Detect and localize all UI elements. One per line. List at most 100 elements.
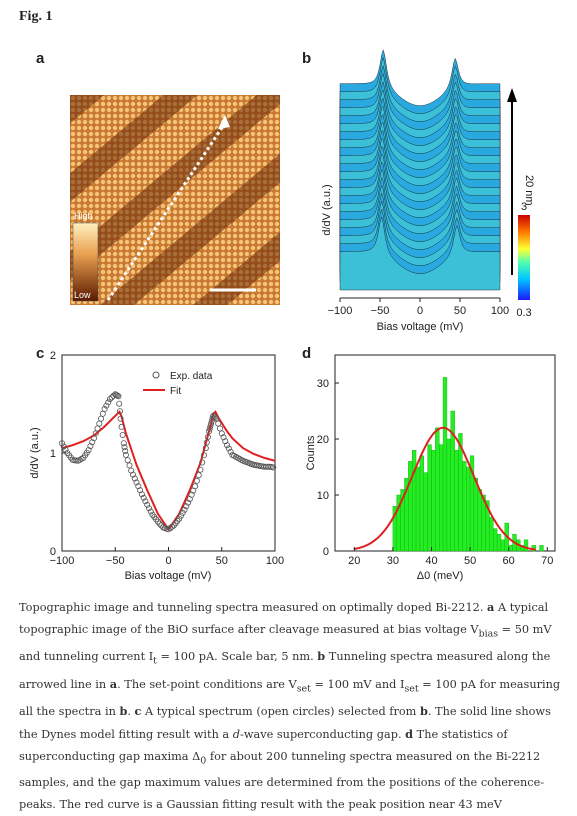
histogram-bar xyxy=(446,438,451,552)
panel-a-topography: High Low xyxy=(70,95,280,305)
histogram-bar xyxy=(427,444,432,552)
exp-data-point xyxy=(103,402,110,409)
exp-data-point xyxy=(117,415,124,422)
d-xtick-label: 30 xyxy=(387,555,399,567)
panel-a-letter: a xyxy=(36,50,45,67)
caption-b-ref-b: b xyxy=(119,703,128,718)
c-ytick-label: 0 xyxy=(50,546,56,558)
exp-data-point xyxy=(87,443,94,450)
exp-data-point xyxy=(197,466,204,473)
histogram-bar xyxy=(423,472,428,552)
panel-b-ylabel: d/dV (a.u.) xyxy=(321,184,333,235)
exp-data-point xyxy=(183,503,190,510)
histogram-bar xyxy=(496,533,502,552)
d-xtick-label: 40 xyxy=(425,555,437,567)
exp-data-point xyxy=(156,520,163,527)
legend-fit-label: Fit xyxy=(170,386,181,397)
exp-data-point xyxy=(176,515,183,522)
exp-data-point xyxy=(202,445,209,452)
panel-b-letter: b xyxy=(302,50,312,67)
histogram-bar xyxy=(439,444,444,552)
caption-b-text3: = 100 mV and I xyxy=(310,677,405,691)
caption-c-dwave: d xyxy=(232,727,240,741)
panel-c-xlabel: Bias voltage (mV) xyxy=(125,570,212,582)
caption-b-text: Tunneling spectra measured along the arr… xyxy=(19,650,551,691)
panel-b-waterfall: −100 −50 0 50 100 Bias voltage (mV) d/dV (a.… xyxy=(321,49,535,333)
panel-b-xlabel: Bias voltage (mV) xyxy=(377,321,464,333)
panel-d-xlabel: Δ0 (meV) xyxy=(417,570,463,582)
caption-d-text: The statistics of superconducting gap ma… xyxy=(19,727,508,763)
caption-c-ref-b: b xyxy=(419,703,428,718)
exp-data-point xyxy=(168,523,175,530)
histogram-bar xyxy=(508,545,513,552)
exp-data-point xyxy=(135,483,142,490)
exp-data-point xyxy=(193,477,200,484)
panel-c-chart: −100 −50 0 50 100 0 1 2 Exp. data Fit Bias volt… xyxy=(29,350,284,582)
exp-data-point xyxy=(181,506,188,513)
exp-data-point xyxy=(215,420,222,427)
d-xtick-label: 70 xyxy=(541,555,553,567)
exp-data-point xyxy=(184,499,191,506)
b-xtick-label: 50 xyxy=(454,305,466,317)
exp-data-point xyxy=(140,494,147,501)
exp-data-point xyxy=(98,415,105,422)
caption-d-ref: d xyxy=(405,726,414,741)
colorbar-low-label: Low xyxy=(74,290,91,300)
panel-c-ylabel: d/dV (a.u.) xyxy=(29,427,41,478)
d-ytick-label: 20 xyxy=(317,434,329,446)
exp-data-point xyxy=(59,440,66,447)
caption-b-text5: . xyxy=(127,704,131,718)
histogram-bar xyxy=(419,455,424,552)
caption-title: Topographic image and tunneling spectra … xyxy=(19,601,484,614)
exp-data-point xyxy=(118,423,125,430)
panel-d-histogram: 20 30 40 50 60 70 0 10 20 30 Δ0 (meV) Counts xyxy=(305,354,556,582)
fit-curve xyxy=(61,410,276,532)
exp-data-point xyxy=(89,439,96,446)
c-xtick-label: 50 xyxy=(216,555,228,567)
d-xtick-label: 50 xyxy=(464,555,476,567)
c-xtick-label: 100 xyxy=(266,555,284,567)
exp-data-point xyxy=(179,509,186,516)
histogram-bar xyxy=(442,377,448,552)
exp-data-point xyxy=(218,430,225,437)
exp-data-point xyxy=(137,487,144,494)
b-xtick-label: 100 xyxy=(491,305,509,317)
figure-caption: Topographic image and tunneling spectra … xyxy=(19,596,565,816)
caption-iset-sub: set xyxy=(404,682,419,694)
exp-data-point xyxy=(192,483,199,490)
panel-d-letter: d xyxy=(302,345,312,362)
histogram-bar xyxy=(489,517,494,552)
exp-data-point xyxy=(227,448,234,455)
caption-c-text: A typical spectrum (open circles) select… xyxy=(145,704,420,718)
panel-b-colorbar-max: 3 xyxy=(521,201,527,213)
exp-data-point xyxy=(85,447,92,454)
exp-data-point xyxy=(114,392,121,399)
exp-data-point xyxy=(142,498,149,505)
histogram-bar xyxy=(435,427,440,552)
exp-data-point xyxy=(122,452,129,459)
exp-data-point xyxy=(62,446,69,453)
exp-data-point xyxy=(99,410,106,417)
exp-data-point xyxy=(106,396,113,403)
exp-data-point xyxy=(222,438,229,445)
histogram-bar xyxy=(411,449,417,552)
exp-data-point xyxy=(203,439,210,446)
exp-data-point xyxy=(200,452,207,459)
caption-a-ref: a xyxy=(487,600,495,614)
b-xtick-label: −100 xyxy=(328,305,353,317)
caption-c-text2: . The solid line shows the Dynes model f… xyxy=(19,704,551,741)
exp-data-point xyxy=(122,448,129,455)
exp-data-point xyxy=(105,399,112,406)
histogram-bar xyxy=(466,466,471,552)
exp-data-point xyxy=(147,508,154,515)
exp-data-point xyxy=(131,475,138,482)
legend-exp-label: Exp. data xyxy=(170,371,213,382)
caption-vbias-sub: bias xyxy=(478,628,499,640)
histogram-bar xyxy=(473,477,479,552)
exp-data-point xyxy=(94,425,101,432)
exp-data-point xyxy=(220,434,227,441)
waterfall-spectrum xyxy=(339,216,501,291)
histogram-bar xyxy=(458,433,463,552)
exp-data-point xyxy=(108,394,115,401)
d-xtick-label: 60 xyxy=(503,555,515,567)
